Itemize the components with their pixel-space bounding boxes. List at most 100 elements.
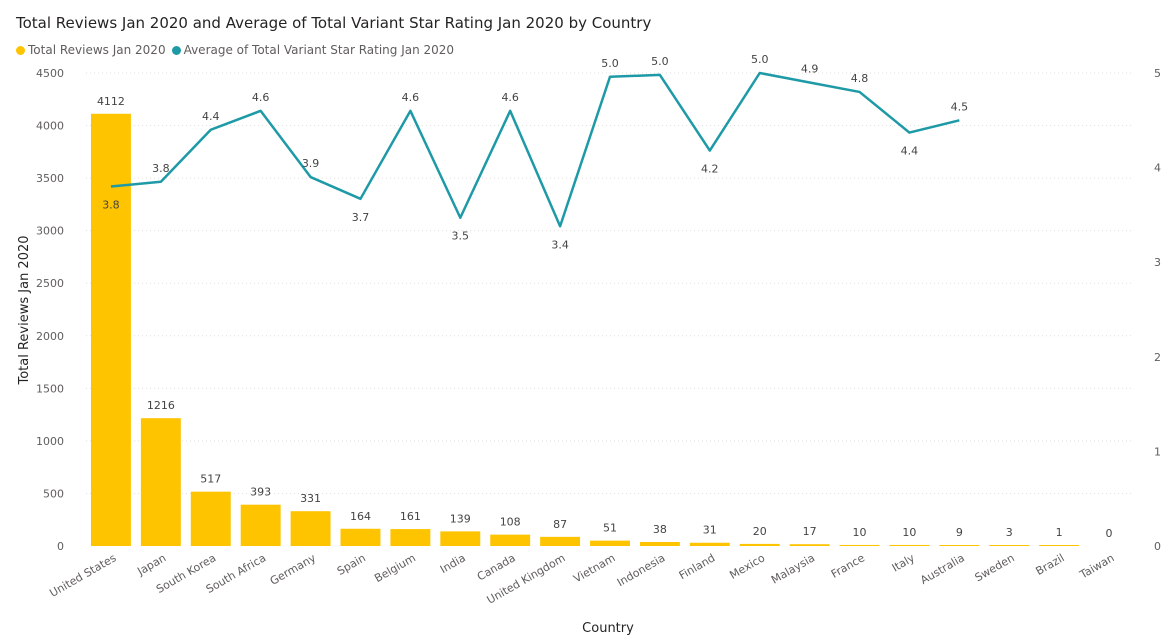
bar-data-label: 87	[553, 518, 567, 531]
bar	[390, 529, 431, 546]
y2-tick-label: 4	[1154, 162, 1161, 175]
y2-axis-ticks: 0 1 2 3 4 5	[1154, 67, 1161, 553]
x-tick-label: Canada	[475, 551, 518, 583]
x-tick-label: India	[438, 551, 468, 576]
line-data-label: 4.5	[951, 100, 969, 113]
x-tick-label: Indonesia	[615, 551, 668, 589]
bar-data-label: 139	[450, 512, 471, 525]
gridlines	[86, 72, 1134, 494]
bar-data-label: 393	[250, 486, 271, 499]
bar	[939, 545, 980, 546]
y2-tick-label: 3	[1154, 256, 1161, 269]
bar-data-label: 38	[653, 523, 667, 536]
line-data-label: 4.2	[701, 163, 719, 176]
x-tick-label: Sweden	[973, 551, 1017, 584]
y-tick-label: 1500	[36, 382, 64, 395]
legend: Total Reviews Jan 2020 Average of Total …	[16, 43, 460, 57]
bar	[90, 113, 131, 546]
bar	[889, 544, 930, 546]
x-tick-label: Finland	[677, 551, 718, 582]
bar	[1039, 545, 1080, 546]
line-data-label: 3.8	[102, 199, 120, 212]
line-data-label: 4.4	[202, 110, 220, 123]
bar	[490, 534, 531, 546]
y-tick-label: 2000	[36, 330, 64, 343]
line-data-label: 4.4	[901, 145, 919, 158]
x-tick-label: Italy	[890, 551, 918, 574]
y2-tick-label: 2	[1154, 351, 1161, 364]
bar-data-label: 31	[703, 524, 717, 537]
chart-title: Total Reviews Jan 2020 and Average of To…	[16, 14, 652, 32]
bar-data-label: 3	[1006, 526, 1013, 539]
line-data-label: 4.6	[501, 91, 519, 104]
bar	[190, 491, 231, 546]
bar	[140, 418, 181, 546]
bar-data-label: 164	[350, 510, 371, 523]
line-data-label: 5.0	[651, 55, 669, 68]
bar	[340, 528, 381, 546]
bar	[989, 545, 1030, 546]
y-axis-title: Total Reviews Jan 2020	[17, 235, 32, 385]
line-data-label: 3.4	[551, 238, 569, 251]
rating-series-line	[110, 71, 960, 228]
x-tick-label: Taiwan	[1077, 551, 1117, 581]
y-tick-label: 3000	[36, 225, 64, 238]
bar	[639, 542, 680, 546]
bar	[240, 504, 281, 546]
y2-tick-label: 0	[1154, 540, 1161, 553]
line-data-label: 3.9	[302, 157, 320, 170]
bar-data-label: 108	[500, 516, 521, 529]
x-tick-label: Germany	[268, 551, 319, 588]
bar	[590, 540, 630, 546]
legend-item-rating[interactable]: Average of Total Variant Star Rating Jan…	[171, 43, 454, 57]
bar	[290, 511, 331, 546]
y-tick-label: 500	[43, 487, 64, 500]
y-tick-label: 1000	[36, 435, 64, 448]
line-data-labels: 3.8 3.8 4.4 4.6 3.9 3.7 4.6 3.5 4.6 3.4 5.0 5.0 4.2 5…	[102, 53, 968, 251]
rating-line	[110, 71, 960, 228]
bar	[540, 536, 581, 546]
bar-data-label: 4112	[97, 95, 125, 108]
legend-swatch-rating	[171, 45, 181, 55]
bar-data-label: 17	[803, 525, 817, 538]
line-data-label: 4.6	[402, 91, 420, 104]
x-tick-label: Japan	[134, 551, 168, 578]
y-tick-label: 4500	[36, 67, 64, 80]
y-axis-ticks: 0 500 1000 1500 2000 2500 3000 3500 4000 4500	[36, 67, 64, 553]
x-tick-label: Australia	[918, 551, 967, 587]
bar-data-label: 51	[603, 522, 617, 535]
x-tick-label: France	[829, 551, 867, 581]
x-tick-label: Belgium	[372, 551, 418, 585]
bar-data-label: 1216	[147, 399, 175, 412]
x-tick-label: Vietnam	[571, 551, 617, 585]
bar-data-label: 161	[400, 510, 421, 523]
bar-data-label: 1	[1056, 526, 1063, 539]
x-tick-label: Malaysia	[769, 551, 817, 586]
bar-data-label: 517	[200, 473, 221, 486]
legend-swatch-reviews	[16, 45, 25, 55]
y2-tick-label: 1	[1154, 445, 1161, 458]
bar-data-label: 10	[902, 526, 916, 539]
bar	[789, 544, 830, 546]
line-data-label: 4.8	[851, 72, 869, 85]
line-data-label: 5.0	[751, 53, 769, 66]
bar-data-label: 331	[300, 492, 321, 505]
bar-data-label: 10	[853, 526, 867, 539]
bar-data-label: 9	[956, 526, 963, 539]
legend-item-reviews[interactable]: Total Reviews Jan 2020	[16, 43, 166, 57]
bar-data-label: 20	[753, 525, 767, 538]
bar	[689, 542, 730, 546]
bar	[839, 544, 880, 546]
line-data-label: 3.7	[352, 211, 370, 224]
y2-tick-label: 5	[1154, 67, 1161, 80]
bars	[90, 113, 1080, 546]
line-data-label: 3.5	[452, 230, 470, 243]
x-tick-label: Mexico	[727, 551, 767, 582]
x-tick-label: Spain	[335, 551, 368, 578]
line-data-label: 5.0	[601, 57, 619, 70]
line-data-label: 4.9	[801, 62, 819, 75]
y-tick-label: 2500	[36, 277, 64, 290]
